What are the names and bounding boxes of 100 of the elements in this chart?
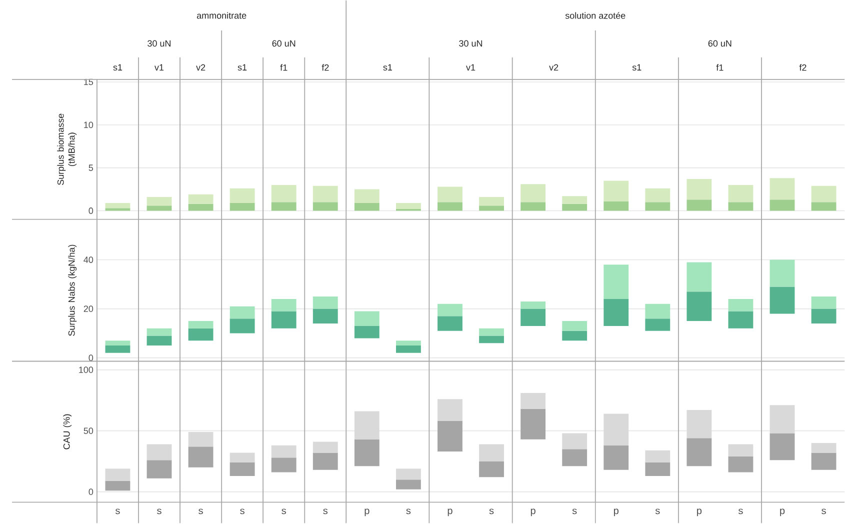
- bar: [770, 178, 795, 200]
- bar: [230, 462, 255, 476]
- x-tick-label: p: [448, 508, 452, 516]
- x-tick-label: s: [323, 508, 328, 514]
- bar: [354, 311, 380, 326]
- bar: [146, 460, 172, 479]
- bar: [645, 462, 670, 476]
- bar: [686, 438, 712, 466]
- bar: [188, 194, 214, 204]
- x-tick-label: p: [364, 508, 370, 516]
- text: s1: [632, 64, 642, 71]
- bar: [562, 196, 588, 204]
- bar: [479, 444, 504, 462]
- bar: [146, 336, 172, 346]
- bar: [686, 200, 712, 211]
- bar: [479, 336, 504, 344]
- text: solution azotée: [565, 12, 626, 19]
- bar: [396, 203, 421, 210]
- bar: [230, 306, 255, 319]
- bar: [188, 328, 214, 341]
- bar: [312, 202, 338, 211]
- bar: [146, 328, 172, 336]
- bar: [728, 311, 754, 329]
- bar: [188, 446, 214, 468]
- bar: [520, 202, 546, 211]
- bar: [770, 433, 795, 460]
- bar: [271, 458, 296, 472]
- x-tick-label: s: [157, 508, 162, 514]
- bar: [230, 188, 255, 204]
- text: s1: [383, 64, 392, 71]
- bar: [686, 410, 712, 438]
- text: f1: [280, 64, 288, 71]
- text: v2: [549, 64, 558, 71]
- bar: [770, 200, 795, 211]
- y-tick-label: 10: [84, 122, 94, 128]
- bar: [562, 331, 588, 341]
- text: v2: [196, 64, 206, 71]
- text: f1: [716, 64, 724, 71]
- y-axis-title: Surplus biomasse (tMB/ha): [57, 114, 77, 186]
- bar: [604, 299, 629, 326]
- bar: [438, 202, 462, 211]
- bar: [188, 204, 214, 211]
- y-axis-title: Surplus Nabs (kgN/ha): [68, 245, 77, 336]
- bar: [188, 321, 214, 329]
- x-tick-label: p: [780, 508, 785, 516]
- x-tick-label: s: [572, 508, 577, 514]
- bar: [604, 414, 629, 446]
- bar: [686, 262, 712, 292]
- x-tick-label: s: [116, 508, 120, 514]
- bar: [438, 421, 462, 452]
- bar: [396, 340, 421, 346]
- y-tick-label: 0: [88, 208, 94, 214]
- y-tick-label: 40: [84, 256, 94, 264]
- bar: [312, 442, 338, 453]
- bar: [438, 399, 462, 422]
- y-tick-label: 5: [88, 164, 94, 172]
- text: 30 uN: [459, 40, 482, 47]
- bar: [728, 299, 754, 312]
- bar: [770, 405, 795, 434]
- bar: [312, 452, 338, 470]
- y-tick-label: 0: [88, 488, 94, 496]
- bar: [438, 304, 462, 316]
- bar: [645, 188, 670, 202]
- bar: [811, 186, 836, 202]
- bar: [105, 203, 130, 208]
- bar: [396, 468, 421, 480]
- bar: [230, 452, 255, 463]
- bar: [604, 446, 629, 470]
- bar: [438, 316, 462, 332]
- text: f2: [322, 64, 329, 71]
- x-tick-label: s: [198, 508, 203, 514]
- x-tick-label: p: [614, 508, 618, 516]
- text: s1: [113, 64, 122, 71]
- bar: [354, 440, 380, 466]
- bar: [105, 468, 130, 482]
- bar: [686, 179, 712, 200]
- bar: [728, 444, 754, 457]
- bar: [728, 202, 754, 211]
- bar: [811, 296, 836, 309]
- bar: [479, 197, 504, 206]
- bar: [105, 208, 130, 211]
- bar: [479, 206, 504, 211]
- bar: [230, 203, 255, 211]
- text: 60 uN: [708, 40, 732, 47]
- bar: [105, 346, 130, 354]
- text: 30 uN: [148, 40, 170, 47]
- bar: [271, 185, 296, 202]
- bar: [520, 308, 546, 326]
- y-tick-label: 100: [79, 366, 94, 374]
- bar: [188, 432, 214, 447]
- bar: [520, 302, 546, 309]
- bar: [686, 292, 712, 322]
- bar: [562, 204, 588, 211]
- bar: [271, 299, 296, 312]
- x-tick-label: s: [738, 508, 743, 514]
- bar: [562, 449, 588, 466]
- y-tick-label: 0: [88, 354, 94, 362]
- bar: [604, 201, 629, 211]
- x-tick-label: p: [530, 508, 536, 516]
- bar: [770, 260, 795, 287]
